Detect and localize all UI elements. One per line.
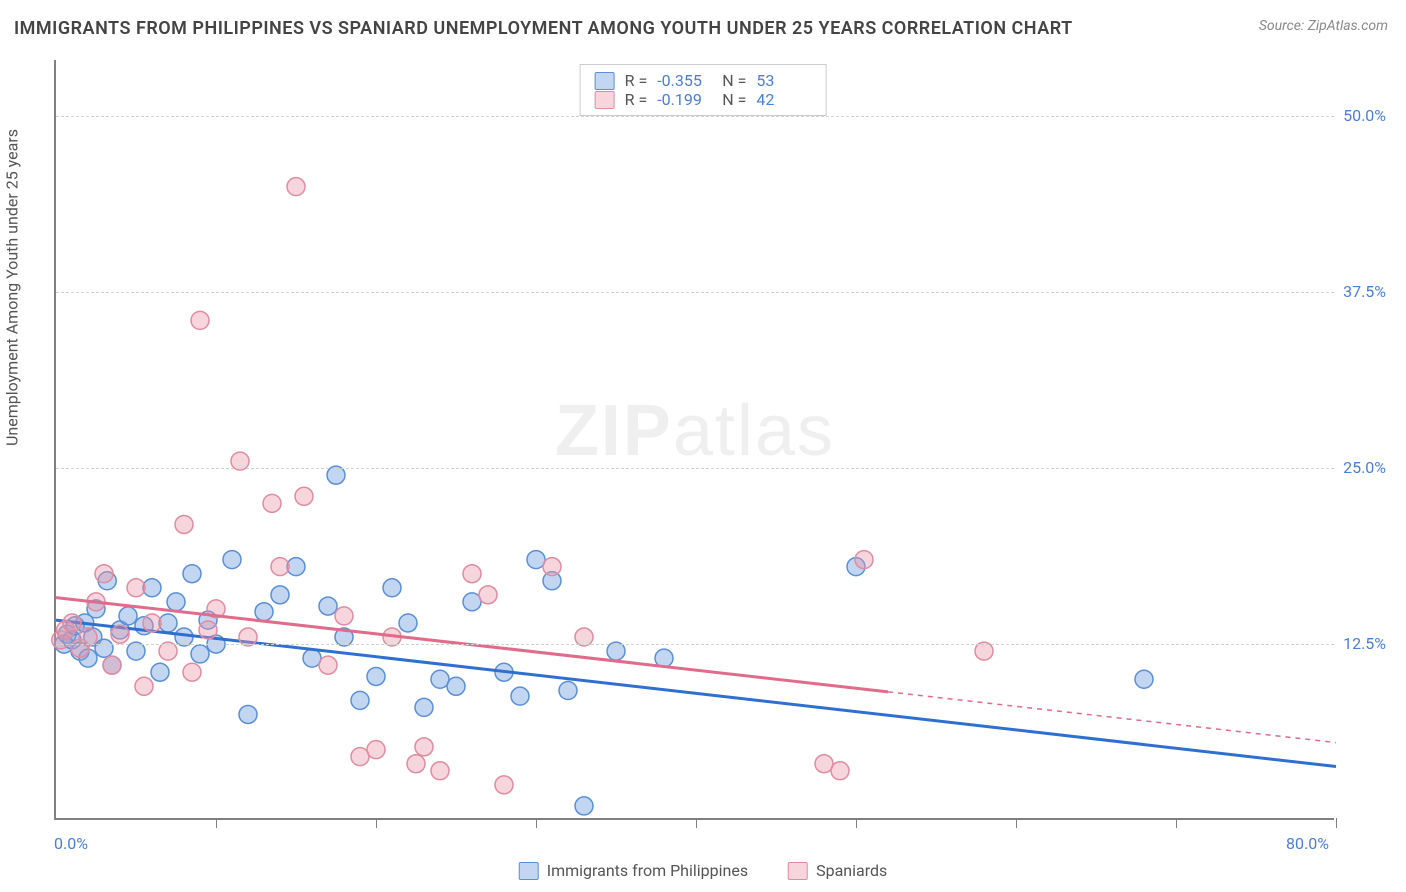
x-axis-start-label: 0.0%	[54, 834, 88, 853]
data-point[interactable]	[479, 586, 497, 604]
data-point[interactable]	[319, 656, 337, 674]
data-point[interactable]	[351, 691, 369, 709]
data-point[interactable]	[295, 487, 313, 505]
data-point[interactable]	[263, 494, 281, 512]
data-point[interactable]	[399, 614, 417, 632]
data-point[interactable]	[415, 738, 433, 756]
x-tick	[536, 818, 537, 828]
data-point[interactable]	[367, 741, 385, 759]
x-tick	[1176, 818, 1177, 828]
stat-n-label: N =	[722, 90, 746, 109]
data-point[interactable]	[495, 776, 513, 794]
data-point[interactable]	[271, 558, 289, 576]
x-tick	[216, 818, 217, 828]
data-point[interactable]	[335, 607, 353, 625]
chart-title: IMMIGRANTS FROM PHILIPPINES VS SPANIARD …	[14, 18, 1073, 39]
x-tick	[856, 818, 857, 828]
plot-area: ZIPatlas	[54, 60, 1334, 820]
data-point[interactable]	[239, 705, 257, 723]
trend-line-extrapolated	[888, 692, 1336, 743]
stat-r-value: -0.355	[657, 71, 712, 90]
legend-series: Immigrants from Philippines Spaniards	[519, 861, 888, 880]
legend-stats: R = -0.355 N = 53 R = -0.199 N = 42	[580, 64, 827, 116]
legend-label: Immigrants from Philippines	[547, 861, 748, 880]
data-point[interactable]	[431, 762, 449, 780]
data-point[interactable]	[407, 755, 425, 773]
stat-r-value: -0.199	[657, 90, 712, 109]
data-point[interactable]	[255, 603, 273, 621]
stat-n-value: 53	[756, 71, 811, 90]
data-point[interactable]	[1135, 670, 1153, 688]
y-tick-label: 50.0%	[1343, 106, 1386, 125]
data-point[interactable]	[575, 797, 593, 815]
data-point[interactable]	[223, 551, 241, 569]
data-point[interactable]	[199, 621, 217, 639]
stat-n-value: 42	[756, 90, 811, 109]
data-point[interactable]	[383, 579, 401, 597]
data-point[interactable]	[367, 667, 385, 685]
data-point[interactable]	[183, 565, 201, 583]
gridline	[56, 116, 1334, 117]
data-point[interactable]	[103, 656, 121, 674]
stat-r-label: R =	[625, 90, 648, 109]
x-tick	[376, 818, 377, 828]
legend-swatch	[788, 862, 808, 880]
legend-swatch	[519, 862, 539, 880]
data-point[interactable]	[271, 586, 289, 604]
data-point[interactable]	[447, 677, 465, 695]
data-point[interactable]	[511, 687, 529, 705]
data-point[interactable]	[119, 607, 137, 625]
data-point[interactable]	[319, 597, 337, 615]
data-point[interactable]	[151, 663, 169, 681]
legend-stat-row: R = -0.199 N = 42	[595, 90, 812, 109]
y-axis-label: Unemployment Among Youth under 25 years	[3, 129, 22, 446]
x-axis-end-label: 80.0%	[1286, 834, 1329, 853]
data-point[interactable]	[95, 565, 113, 583]
source-attribution: Source: ZipAtlas.com	[1259, 18, 1388, 34]
y-tick-label: 12.5%	[1343, 634, 1386, 653]
legend-label: Spaniards	[816, 861, 887, 880]
data-point[interactable]	[183, 663, 201, 681]
data-point[interactable]	[191, 645, 209, 663]
data-point[interactable]	[111, 625, 129, 643]
data-point[interactable]	[543, 558, 561, 576]
gridline	[56, 644, 1334, 645]
data-point[interactable]	[559, 682, 577, 700]
stat-r-label: R =	[625, 71, 648, 90]
data-point[interactable]	[855, 551, 873, 569]
legend-item[interactable]: Spaniards	[788, 861, 887, 880]
data-point[interactable]	[167, 593, 185, 611]
x-tick	[1336, 818, 1337, 828]
data-point[interactable]	[831, 762, 849, 780]
x-tick	[696, 818, 697, 828]
x-tick	[1016, 818, 1017, 828]
data-point[interactable]	[95, 639, 113, 657]
gridline	[56, 468, 1334, 469]
legend-item[interactable]: Immigrants from Philippines	[519, 861, 748, 880]
legend-swatch	[595, 91, 615, 109]
stat-n-label: N =	[722, 71, 746, 90]
legend-swatch	[595, 72, 615, 90]
legend-stat-row: R = -0.355 N = 53	[595, 71, 812, 90]
gridline	[56, 292, 1334, 293]
data-point[interactable]	[127, 579, 145, 597]
chart-svg	[56, 60, 1334, 818]
y-tick-label: 37.5%	[1343, 282, 1386, 301]
data-point[interactable]	[287, 178, 305, 196]
data-point[interactable]	[135, 677, 153, 695]
data-point[interactable]	[191, 311, 209, 329]
data-point[interactable]	[415, 698, 433, 716]
data-point[interactable]	[463, 565, 481, 583]
data-point[interactable]	[143, 614, 161, 632]
y-tick-label: 25.0%	[1343, 458, 1386, 477]
data-point[interactable]	[63, 614, 81, 632]
data-point[interactable]	[175, 515, 193, 533]
